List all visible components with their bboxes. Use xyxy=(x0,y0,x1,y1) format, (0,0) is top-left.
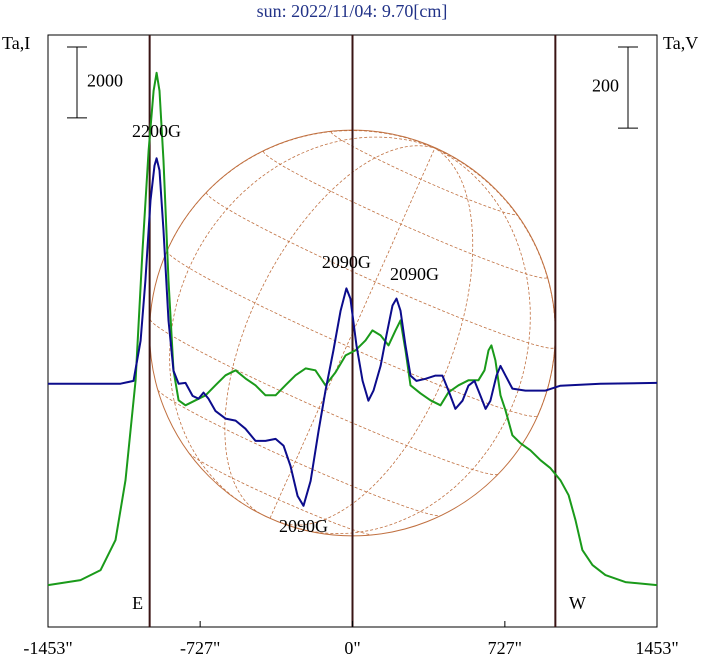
scale-bar-label: 200 xyxy=(592,76,619,96)
grid-line xyxy=(166,130,435,251)
series-line xyxy=(48,157,658,507)
grid-line xyxy=(166,250,539,417)
grid-line xyxy=(279,147,474,526)
annotation: 2090G xyxy=(322,252,371,272)
grid-line xyxy=(434,147,556,416)
x-tick-label: -1453" xyxy=(23,638,72,658)
chart-title: sun: 2022/11/04: 9.70[cm] xyxy=(257,1,448,21)
annotation: 2090G xyxy=(279,516,328,536)
grid-line xyxy=(149,319,499,476)
series-line xyxy=(47,71,658,587)
grid-line xyxy=(169,136,435,506)
annotation: 2090G xyxy=(390,264,439,284)
limb-label: E xyxy=(132,593,143,613)
grid-line xyxy=(330,131,517,216)
scale-bar xyxy=(618,46,638,129)
scale-bar xyxy=(67,46,87,119)
y-axis-label: Ta,I xyxy=(2,33,30,53)
scale-bar-label: 2000 xyxy=(87,71,123,91)
grid-line xyxy=(224,145,435,515)
x-tick-label: 1453" xyxy=(635,638,678,658)
grid-line xyxy=(269,147,436,519)
annotation: 2200G xyxy=(132,121,181,141)
x-tick-label: 727" xyxy=(488,638,522,658)
x-tick-label: 0" xyxy=(344,638,360,658)
grid-line xyxy=(206,192,556,349)
grid-line xyxy=(295,147,531,535)
grid-line xyxy=(263,151,548,279)
x-tick-label: -727" xyxy=(180,638,220,658)
grid-line xyxy=(188,453,373,536)
grid-line xyxy=(157,389,441,517)
limb-label: W xyxy=(569,593,586,613)
y2-axis-label: Ta,V xyxy=(663,33,698,53)
